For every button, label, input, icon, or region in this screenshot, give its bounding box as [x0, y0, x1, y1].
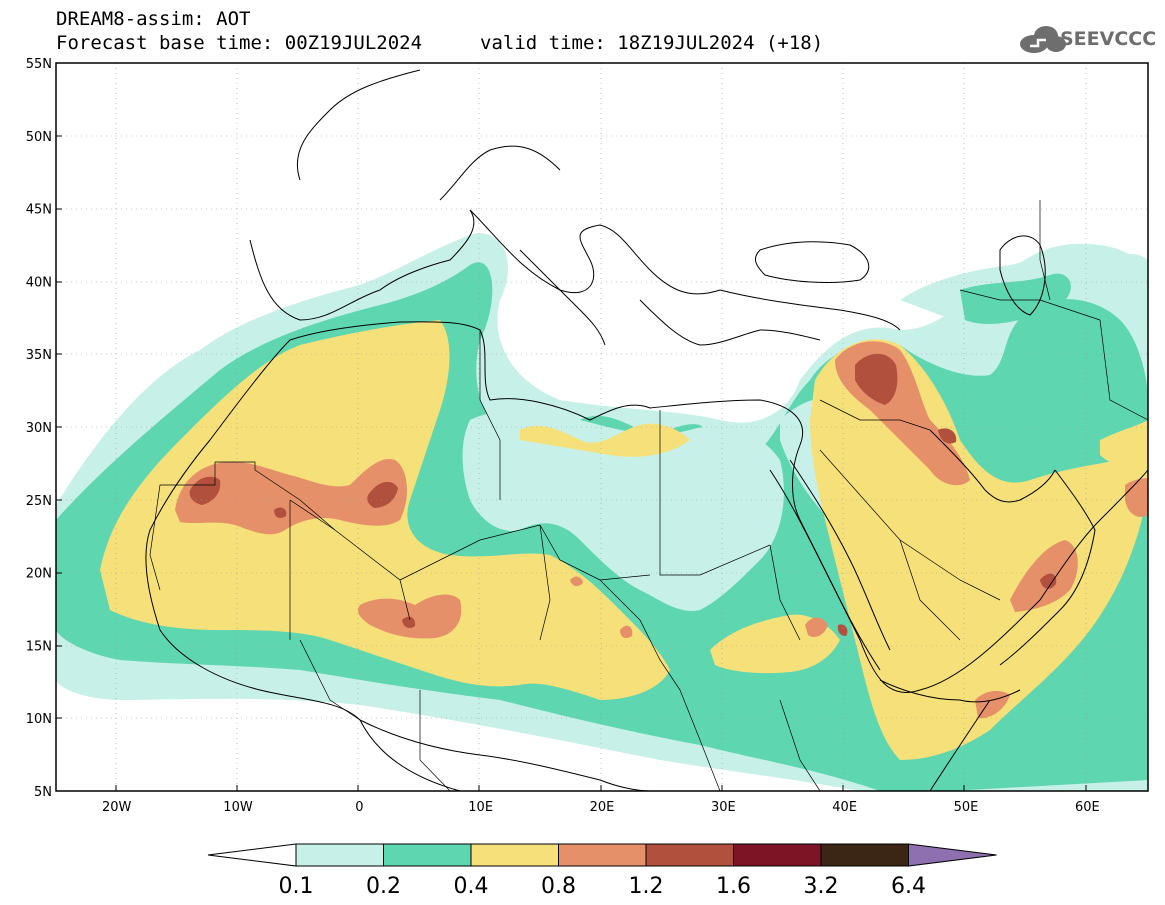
colorbar-box: [558, 843, 647, 867]
lat-label: 30N: [26, 421, 52, 436]
lon-label: 20W: [102, 800, 132, 815]
cloud-icon: [1020, 26, 1066, 53]
country-borders: [149, 200, 1148, 791]
valid-time: valid time: 18Z19JUL2024 (+18): [480, 32, 824, 54]
aot-layer-1.2: [189, 353, 1057, 636]
lat-label: 10N: [26, 712, 52, 727]
colorbar-box: [383, 843, 472, 867]
colorbar-box: [295, 843, 384, 867]
lon-label: 40E: [832, 800, 857, 815]
lat-label: 45N: [26, 203, 52, 218]
colorbar-level-label: 1.6: [716, 874, 751, 899]
colorbar-box: [470, 843, 559, 867]
lat-label: 15N: [26, 639, 52, 654]
lat-label: 35N: [26, 348, 52, 363]
lon-label: 30E: [711, 800, 736, 815]
lat-label: 50N: [26, 130, 52, 145]
colorbar-level-label: 1.2: [629, 874, 664, 899]
lon-label: 0: [355, 800, 363, 815]
graticule: [56, 63, 1148, 791]
colorbar-over-arrow: [908, 843, 997, 867]
lon-label: 50E: [954, 800, 979, 815]
forecast-base-time: Forecast base time: 00Z19JUL2024: [56, 32, 423, 54]
logo-text: SEEVCCC: [1060, 28, 1157, 50]
colorbar-level-label: 0.2: [366, 874, 401, 899]
colorbar-level-label: 6.4: [891, 874, 926, 899]
colorbar-level-label: 0.1: [279, 874, 314, 899]
lat-label: 20N: [26, 567, 52, 582]
colorbar-level-label: 0.8: [541, 874, 576, 899]
longitude-labels: 20W 10W 0 10E 20E 30E 40E 50E 60E: [102, 800, 1100, 815]
colorbar-box: [645, 843, 734, 867]
colorbar-under-arrow: [207, 843, 297, 867]
lon-label: 10E: [468, 800, 493, 815]
lon-label: 60E: [1075, 800, 1100, 815]
colorbar-box: [820, 843, 909, 867]
coastlines: [145, 69, 1148, 791]
lat-label: 40N: [26, 275, 52, 290]
lat-label: 25N: [26, 494, 52, 509]
map-title: DREAM8-assim: AOT: [56, 8, 251, 30]
lat-label: 5N: [34, 785, 52, 800]
lon-label: 20E: [590, 800, 615, 815]
colorbar-level-label: 3.2: [804, 874, 839, 899]
colorbar-level-label: 0.4: [454, 874, 489, 899]
lat-label: 55N: [26, 57, 52, 72]
latitude-labels: 55N 50N 45N 40N 35N 30N 25N 20N 15N 10N 5N: [26, 57, 52, 800]
colorbar-box: [733, 843, 822, 867]
axis-ticks: [56, 62, 1087, 791]
lon-label: 10W: [223, 800, 253, 815]
